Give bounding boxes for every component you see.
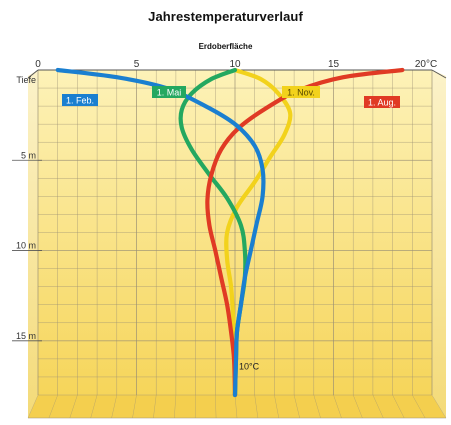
surface-left-edge [27, 69, 39, 79]
annotation-label: 10°C [239, 362, 260, 372]
chart-title: Jahrestemperaturverlauf [148, 9, 303, 24]
series-tag [364, 96, 400, 108]
floor-grid-line [254, 394, 259, 419]
floor-grid-line [372, 394, 384, 419]
y-tick-label: 10 m [16, 241, 36, 251]
series-tag [152, 86, 186, 98]
floor-grid-line [48, 394, 58, 419]
y-tick-label: 5 m [21, 150, 36, 160]
floor-grid-line [352, 394, 363, 419]
floor-grid-line [132, 394, 137, 419]
floor-grid-line [412, 394, 426, 419]
floor-grid-line [392, 394, 405, 419]
floor-grid-line [27, 394, 39, 419]
floor-grid-line [111, 394, 118, 419]
x-tick-label: 20°C [415, 59, 437, 70]
series-tag [62, 94, 98, 106]
x-tick-label: 10 [229, 59, 241, 70]
floor-grid-line [313, 394, 321, 419]
series-label: 1. Nov. [287, 88, 315, 98]
left-panel [28, 70, 38, 418]
y-axis-label: Tiefe [16, 75, 36, 85]
series-label: 1. Feb. [66, 96, 94, 106]
floor-grid-line [153, 394, 157, 419]
right-panel [432, 70, 446, 418]
series-tag [282, 86, 320, 98]
chart-subtitle: Erdoberfläche [198, 42, 253, 51]
floor-grid-line [293, 394, 300, 419]
x-tick-label: 5 [134, 59, 140, 70]
floor-grid-line [274, 394, 280, 419]
floor-panel [28, 395, 446, 418]
floor-grid-line [90, 394, 98, 419]
series-label: 1. Aug. [368, 98, 396, 108]
floor-grid-line [333, 394, 342, 419]
floor-grid-line [234, 394, 238, 419]
surface-right-edge [431, 69, 447, 79]
series-label: 1. Mai [157, 88, 182, 98]
x-tick-label: 0 [35, 59, 41, 70]
x-tick-label: 15 [328, 59, 340, 70]
y-tick-label: 15 m [16, 331, 36, 341]
floor-grid-line [69, 394, 78, 419]
floor-grid-line [174, 394, 177, 419]
floor-grid-line [431, 394, 447, 419]
floor-grid-line [215, 394, 217, 419]
